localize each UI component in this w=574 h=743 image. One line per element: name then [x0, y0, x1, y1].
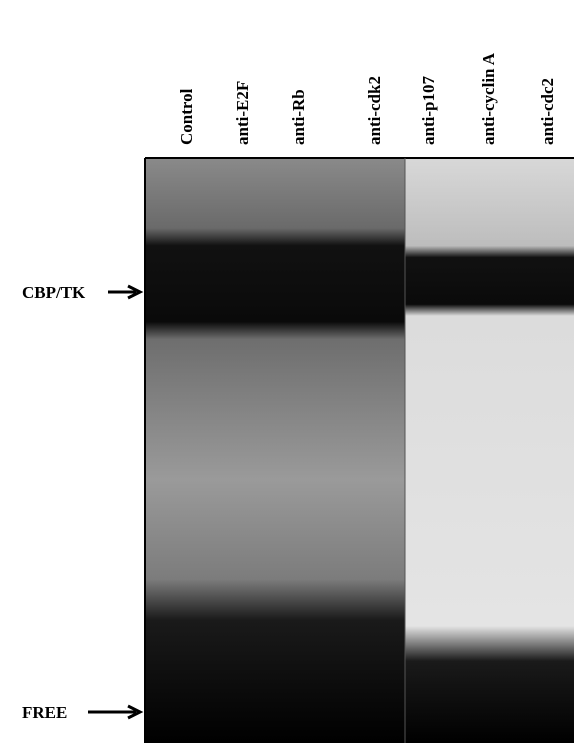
complex-arrow: [108, 286, 140, 298]
complex-label: CBP/TK: [22, 283, 86, 302]
lane-label: anti-cyclin A: [479, 52, 498, 145]
lane-label: Control: [177, 88, 196, 145]
free-arrow: [88, 706, 140, 718]
gel-figure: CBP/TK FREE Control anti-E2F anti-Rb anti-c…: [0, 0, 574, 743]
lane-label: anti-Rb: [289, 89, 308, 145]
lane-label: anti-E2F: [233, 81, 252, 145]
gel-left-panel: [145, 158, 405, 743]
lane-label: anti-p107: [419, 76, 438, 145]
free-label: FREE: [22, 703, 67, 722]
lane-label: anti-cdk2: [365, 76, 384, 145]
lane-label: anti-cdc2: [538, 78, 557, 145]
lane-labels: Control anti-E2F anti-Rb anti-cdk2 anti-p107…: [177, 52, 557, 145]
gel-right-panel: [405, 158, 574, 743]
